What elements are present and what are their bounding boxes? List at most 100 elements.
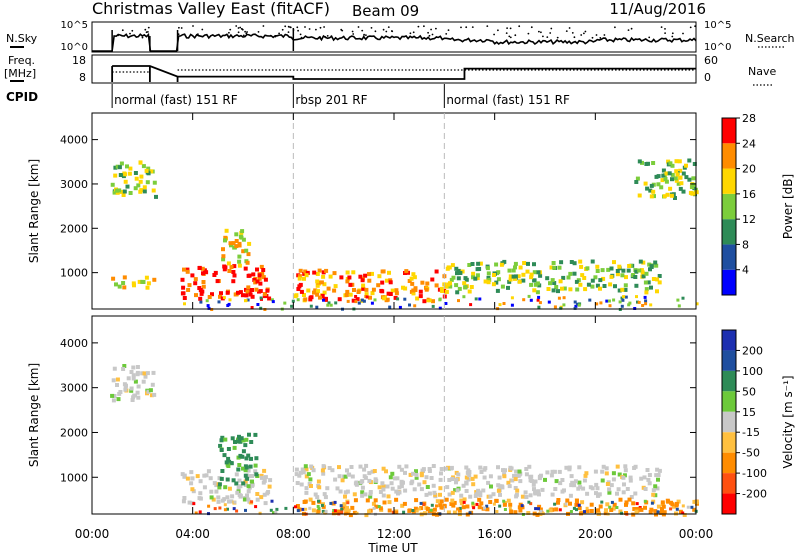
data-cell <box>225 495 230 500</box>
data-cell <box>438 477 443 482</box>
data-cell <box>148 388 153 393</box>
data-cell <box>411 272 416 277</box>
data-cell <box>553 502 557 506</box>
data-cell <box>622 295 626 299</box>
data-cell <box>362 467 367 472</box>
data-cell <box>311 500 316 505</box>
data-cell <box>246 252 251 257</box>
data-cell <box>668 161 673 166</box>
data-cell <box>374 504 379 509</box>
data-cell <box>478 261 483 266</box>
data-cell <box>528 493 533 498</box>
data-cell <box>113 165 118 170</box>
data-cell <box>438 306 442 310</box>
data-cell <box>556 498 561 502</box>
data-cell <box>456 507 460 511</box>
data-cell <box>324 510 328 513</box>
xtick-label: 16:00 <box>477 527 512 541</box>
data-cell <box>230 436 235 441</box>
data-cell <box>479 470 484 474</box>
data-cell <box>624 500 629 505</box>
nsearch-point <box>603 34 606 36</box>
data-cell <box>294 467 299 472</box>
data-cell <box>403 470 407 475</box>
nsearch-point <box>352 33 355 35</box>
data-cell <box>656 174 661 179</box>
data-cell <box>198 510 202 514</box>
data-cell <box>656 182 661 187</box>
data-cell <box>180 472 185 477</box>
data-cell <box>189 481 194 486</box>
data-cell <box>231 270 236 274</box>
data-cell <box>656 477 660 482</box>
nsearch-point <box>374 30 377 33</box>
nsearch-point <box>269 34 272 37</box>
data-cell <box>670 172 675 177</box>
data-cell <box>291 299 295 303</box>
data-cell <box>233 440 237 444</box>
data-cell <box>600 500 604 504</box>
data-cell <box>376 283 381 288</box>
data-cell <box>618 509 623 514</box>
data-cell <box>648 510 653 514</box>
data-cell <box>320 503 324 507</box>
data-cell <box>684 175 689 180</box>
data-cell <box>312 290 316 295</box>
data-cell <box>649 285 653 290</box>
data-cell <box>425 485 430 489</box>
data-cell <box>423 511 427 516</box>
data-cell <box>115 383 119 387</box>
data-cell <box>262 468 267 473</box>
data-cell <box>346 472 351 477</box>
data-cell <box>652 194 656 199</box>
data-cell <box>691 176 696 181</box>
data-cell <box>492 502 496 506</box>
data-cell <box>245 476 250 481</box>
data-cell <box>345 270 350 275</box>
data-cell <box>605 482 610 486</box>
data-cell <box>461 483 466 488</box>
data-cell <box>324 268 329 273</box>
data-cell <box>243 483 248 487</box>
data-cell <box>547 300 551 304</box>
data-cell <box>381 493 386 498</box>
data-cell <box>237 254 242 259</box>
nsearch-point <box>445 33 448 35</box>
data-cell <box>528 478 533 483</box>
data-cell <box>222 267 227 272</box>
data-cell <box>254 456 259 461</box>
data-cell <box>577 506 582 511</box>
data-cell <box>373 298 377 302</box>
data-cell <box>427 467 432 471</box>
data-cell <box>298 268 303 273</box>
data-cell <box>527 500 531 504</box>
counts-right-tick-top: 10^5 <box>704 20 731 31</box>
data-cell <box>223 437 228 442</box>
data-cell <box>525 269 530 274</box>
nsearch-point <box>595 34 598 36</box>
data-cell <box>364 463 369 468</box>
data-cell <box>246 298 250 302</box>
data-cell <box>237 263 242 268</box>
data-cell <box>473 276 478 281</box>
data-cell <box>627 264 632 268</box>
data-cell <box>114 282 118 287</box>
power-panel: 1000 2000 3000 4000 Slant Range [km] 4 8 12 16 20… <box>27 112 795 311</box>
data-cell <box>642 475 647 480</box>
nsearch-point <box>241 28 244 31</box>
colorbar-segment <box>722 269 736 295</box>
data-cell <box>250 479 254 484</box>
data-cell <box>512 473 516 478</box>
data-cell <box>588 485 593 490</box>
data-cell <box>340 507 344 511</box>
data-cell <box>648 267 652 272</box>
data-cell <box>595 302 599 306</box>
data-cell <box>539 473 543 478</box>
data-cell <box>241 237 246 242</box>
freq-line <box>112 65 696 80</box>
nsearch-point <box>245 32 248 35</box>
nsearch-point <box>506 27 508 29</box>
nsearch-point <box>300 36 303 39</box>
data-cell <box>313 288 318 293</box>
